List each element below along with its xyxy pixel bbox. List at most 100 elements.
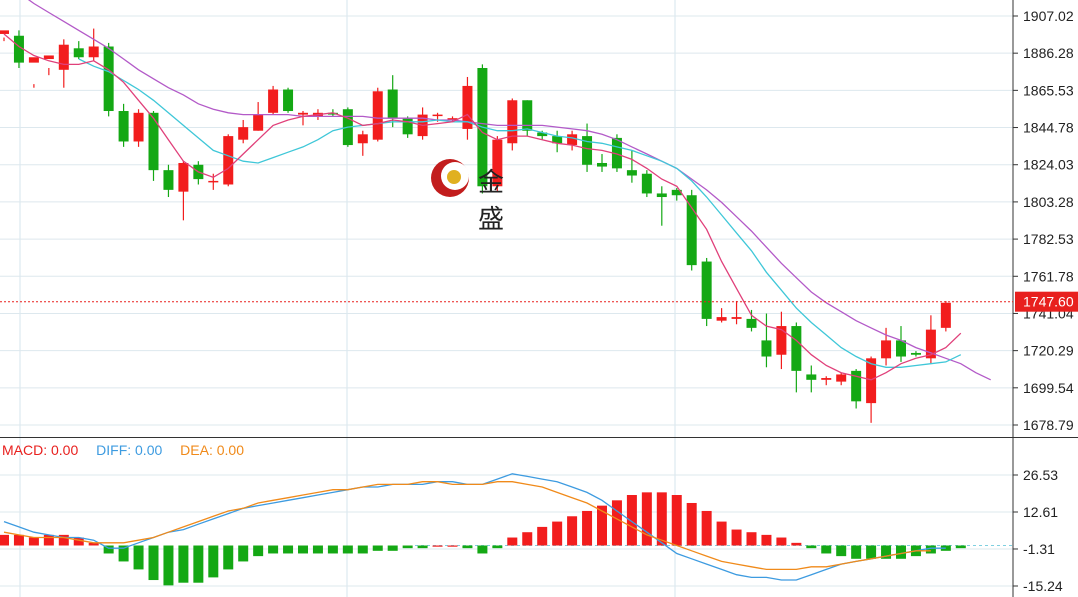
candle-body — [716, 317, 727, 321]
candle-body — [253, 114, 264, 131]
candle-body — [626, 170, 637, 176]
macd-histogram-bar — [671, 495, 682, 546]
candle-body — [776, 326, 787, 355]
candle-body — [552, 136, 563, 144]
candle-body — [671, 189, 682, 196]
candle-body — [88, 46, 99, 58]
y-tick-label: 1782.53 — [1023, 231, 1074, 247]
candle-body — [910, 352, 921, 355]
macd-histogram-bar — [806, 545, 817, 549]
macd-legend-dea: DEA: 0.00 — [180, 442, 244, 458]
candle-body — [387, 89, 398, 119]
candle-body — [806, 374, 817, 380]
candle-body — [163, 170, 174, 190]
y-tick-label: 1907.02 — [1023, 8, 1074, 24]
macd-histogram-bar — [268, 545, 279, 554]
macd-y-tick-label: -1.31 — [1023, 541, 1055, 557]
y-tick-label: 1824.03 — [1023, 157, 1074, 173]
macd-legend: MACD: 0.00 DIFF: 0.00 DEA: 0.00 — [2, 442, 258, 458]
macd-y-tick-label: 12.61 — [1023, 504, 1058, 520]
y-tick-label: 1865.53 — [1023, 82, 1074, 98]
macd-histogram-bar — [178, 545, 189, 583]
macd-histogram-bar — [686, 502, 697, 546]
macd-histogram-bar — [163, 545, 174, 586]
macd-histogram-bar — [567, 516, 578, 546]
macd-histogram-bar — [253, 545, 264, 557]
macd-histogram-bar — [88, 542, 99, 546]
y-tick-label: 1886.28 — [1023, 45, 1074, 61]
macd-histogram-bar — [641, 492, 652, 546]
candle-body — [597, 162, 607, 167]
macd-histogram-bar — [432, 545, 443, 547]
macd-histogram-bar — [611, 500, 622, 546]
macd-histogram-bar — [582, 510, 593, 546]
macd-histogram-bar — [417, 545, 428, 549]
macd-y-tick-label: -15.24 — [1023, 578, 1063, 594]
macd-histogram-bar — [342, 545, 353, 554]
macd-histogram-bar — [283, 545, 294, 554]
candle-body — [13, 35, 24, 63]
macd-histogram-bar — [118, 545, 129, 562]
candle-body — [836, 374, 847, 382]
plot-background — [0, 0, 1013, 597]
macd-histogram-bar — [58, 534, 69, 546]
candle-body — [940, 302, 951, 328]
macd-histogram-bar — [43, 534, 54, 546]
current-price-label: 1747.60 — [1023, 294, 1074, 310]
watermark-text: 金 盛 — [478, 168, 513, 235]
macd-histogram-bar — [312, 545, 323, 554]
candle-body — [791, 326, 802, 371]
ma-long-line — [27, 0, 991, 381]
candle-body — [268, 89, 279, 113]
macd-histogram-bar — [402, 545, 413, 549]
macd-histogram-bar — [492, 545, 503, 549]
macd-histogram-bar — [955, 545, 966, 549]
candle-body — [357, 134, 368, 144]
candle-body — [537, 132, 548, 137]
candle-body — [238, 127, 249, 140]
candle-body — [447, 118, 458, 120]
jinsheng-watermark-logo: 金 盛 — [428, 156, 558, 235]
candle-body — [223, 136, 234, 185]
candle-body — [133, 112, 144, 142]
macd-histogram-bar — [552, 521, 563, 546]
macd-y-tick-label: 26.53 — [1023, 467, 1058, 483]
current-price-tag — [1015, 291, 1078, 312]
y-tick-label: 1678.79 — [1023, 417, 1074, 433]
macd-histogram-bar — [223, 545, 234, 570]
ma-mid-line — [78, 58, 962, 368]
macd-legend-diff: DIFF: 0.00 — [96, 442, 163, 458]
candle-body — [761, 340, 772, 357]
macd-histogram-bar — [626, 495, 637, 546]
macd-histogram-bar — [746, 532, 757, 546]
macd-histogram-bar — [821, 545, 832, 554]
candle-body — [686, 195, 697, 266]
macd-histogram-bar — [836, 545, 847, 557]
candle-body — [43, 55, 54, 60]
y-tick-label: 1720.29 — [1023, 343, 1074, 359]
macd-histogram-bar — [537, 526, 548, 546]
macd-histogram-bar — [13, 534, 24, 546]
candle-body — [641, 173, 652, 194]
macd-histogram-bar — [851, 545, 862, 559]
macd-histogram-bar — [193, 545, 204, 583]
macd-histogram-bar — [731, 529, 742, 546]
candle-body — [0, 30, 9, 34]
candle-body — [432, 114, 443, 117]
candle-body — [103, 46, 114, 112]
y-tick-label: 1803.28 — [1023, 194, 1074, 210]
macd-histogram-bar — [387, 545, 398, 551]
macd-histogram-bar — [507, 537, 518, 546]
macd-histogram-bar — [0, 534, 9, 546]
macd-histogram-bar — [327, 545, 338, 554]
macd-histogram-bar — [896, 545, 906, 559]
candle-body — [925, 329, 936, 359]
candle-body — [611, 137, 622, 169]
macd-histogram-bar — [133, 545, 144, 570]
macd-histogram-bar — [462, 545, 473, 549]
candle-body — [656, 193, 667, 198]
y-tick-label: 1699.54 — [1023, 380, 1074, 396]
candle-body — [731, 317, 742, 319]
